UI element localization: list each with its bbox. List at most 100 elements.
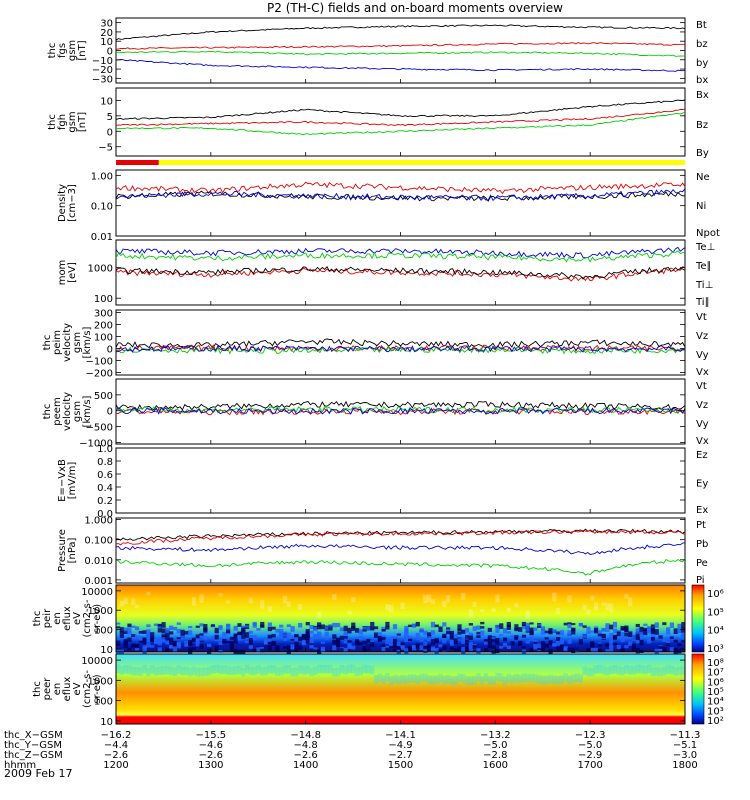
spectrogram-band [373, 674, 379, 684]
spectrogram-band [354, 667, 360, 677]
spectrogram-speckle [244, 625, 250, 628]
spectrogram-band [127, 665, 132, 675]
spectrogram-speckle [472, 626, 477, 631]
spectrogram-speckle [267, 641, 272, 645]
spectrogram-speckle [468, 646, 473, 651]
spectrogram-speckle [396, 633, 401, 636]
legend-fgh-2: By [696, 148, 709, 159]
spectrogram-speckle [169, 641, 174, 646]
spectrogram-speckle [643, 623, 648, 626]
spectrogram-speckle [487, 642, 492, 649]
spectrogram-band [389, 676, 394, 685]
spectrogram-speckle [666, 629, 671, 635]
spectrogram-speckle [354, 639, 360, 646]
legend-peim-3: Vx [696, 367, 709, 378]
colorbar-tick-label: 10⁵ [707, 607, 724, 618]
spectrogram-speckle [586, 630, 591, 634]
series-fgs-1 [115, 41, 686, 50]
spectrogram-speckle [305, 631, 310, 637]
ylabel-line: [mV/m] [67, 462, 78, 500]
ylabel-line: fgh [57, 114, 68, 130]
spectrogram-speckle [313, 634, 318, 638]
spectrogram-speckle [635, 648, 640, 654]
spectrogram-speckle [267, 606, 272, 612]
spectrogram-band [172, 667, 178, 677]
spectrogram-band [279, 667, 284, 676]
spectrogram-speckle [411, 645, 417, 651]
legend-efield-1: Ey [696, 479, 708, 490]
spectrogram-speckle [298, 645, 303, 650]
spectrogram-band [510, 675, 515, 684]
spectrogram-speckle [218, 626, 223, 631]
spectrogram-speckle [343, 631, 348, 636]
spectrogram-speckle [521, 624, 527, 630]
spectrogram-speckle [650, 624, 656, 628]
y-tick-label: 0.4 [97, 483, 113, 494]
x-axis-value: −5.1 [673, 740, 697, 751]
y-tick-label: 0.0 [97, 509, 113, 520]
colorbar-tick-label: 10³ [707, 706, 724, 717]
spectrogram-speckle [169, 631, 174, 635]
spectrogram-speckle [605, 623, 610, 629]
spectrogram-band [237, 665, 242, 675]
spectrogram-speckle [499, 623, 504, 630]
spectrogram-speckle [305, 621, 310, 626]
spectrogram-speckle [461, 647, 466, 653]
spectrogram-speckle [207, 643, 212, 646]
spectrogram-band [647, 664, 652, 674]
date-label: 2009 Feb 17 [4, 767, 72, 780]
spectrogram-band [298, 665, 303, 674]
spectrogram-speckle [275, 628, 280, 633]
spectrogram-band [146, 667, 151, 677]
spectrogram-speckle [385, 647, 390, 651]
spectrogram-speckle [358, 629, 363, 635]
spectrogram-speckle [609, 624, 614, 630]
spectrogram-speckle [571, 627, 576, 632]
spectrogram-speckle [415, 643, 420, 649]
spectrogram-speckle [218, 638, 223, 642]
y-tick-label: −5 [98, 143, 113, 154]
ylabel-line: thc [32, 611, 43, 627]
spectrogram-speckle [366, 644, 371, 651]
spectrogram-speckle [123, 630, 128, 635]
spectrogram-speckle [518, 627, 523, 632]
spectrogram-speckle [134, 647, 140, 651]
spectrogram-speckle [248, 630, 253, 634]
spectrogram-speckle [176, 629, 181, 634]
spectrogram-speckle [188, 625, 193, 629]
ylabel-line: (cm2-s- [82, 670, 93, 708]
spectrogram-speckle [351, 597, 356, 603]
spectrogram-speckle [427, 646, 432, 652]
spectrogram-speckle [256, 647, 261, 652]
colorbar-tick-label: 10⁴ [707, 626, 724, 637]
x-axis-value: 1200 [103, 760, 128, 771]
spectrogram-band [525, 673, 530, 683]
legend-efield-2: Ex [696, 505, 708, 516]
spectrogram-speckle [502, 628, 508, 634]
series-pressure-3 [115, 542, 686, 555]
spectrogram-speckle [597, 633, 602, 637]
spectrogram-speckle [647, 626, 652, 629]
spectrogram-speckle [593, 647, 599, 652]
legend-fgs-1: bz [696, 39, 708, 50]
spectrogram-band [540, 675, 546, 685]
spectrogram-band [275, 667, 280, 676]
spectrogram-speckle [616, 644, 621, 649]
spectrogram-speckle [146, 637, 151, 643]
spectrogram-band [362, 664, 367, 674]
spectrogram-speckle [449, 634, 455, 640]
spectrogram-speckle [309, 630, 314, 634]
spectrogram-speckle [226, 600, 231, 604]
spectrogram-band [282, 665, 288, 674]
spectrogram-speckle [354, 628, 360, 633]
spectrogram-speckle [468, 635, 473, 640]
spectrogram-speckle [457, 631, 462, 635]
spectrogram-speckle [389, 604, 394, 613]
spectrogram-speckle [362, 626, 367, 630]
spectrogram-band [453, 676, 458, 685]
spectrogram-speckle [123, 639, 128, 643]
spectrogram-speckle [282, 637, 288, 641]
spectrogram-speckle [601, 633, 606, 639]
spectrogram-band [271, 665, 276, 674]
spectrogram-speckle [218, 625, 223, 628]
